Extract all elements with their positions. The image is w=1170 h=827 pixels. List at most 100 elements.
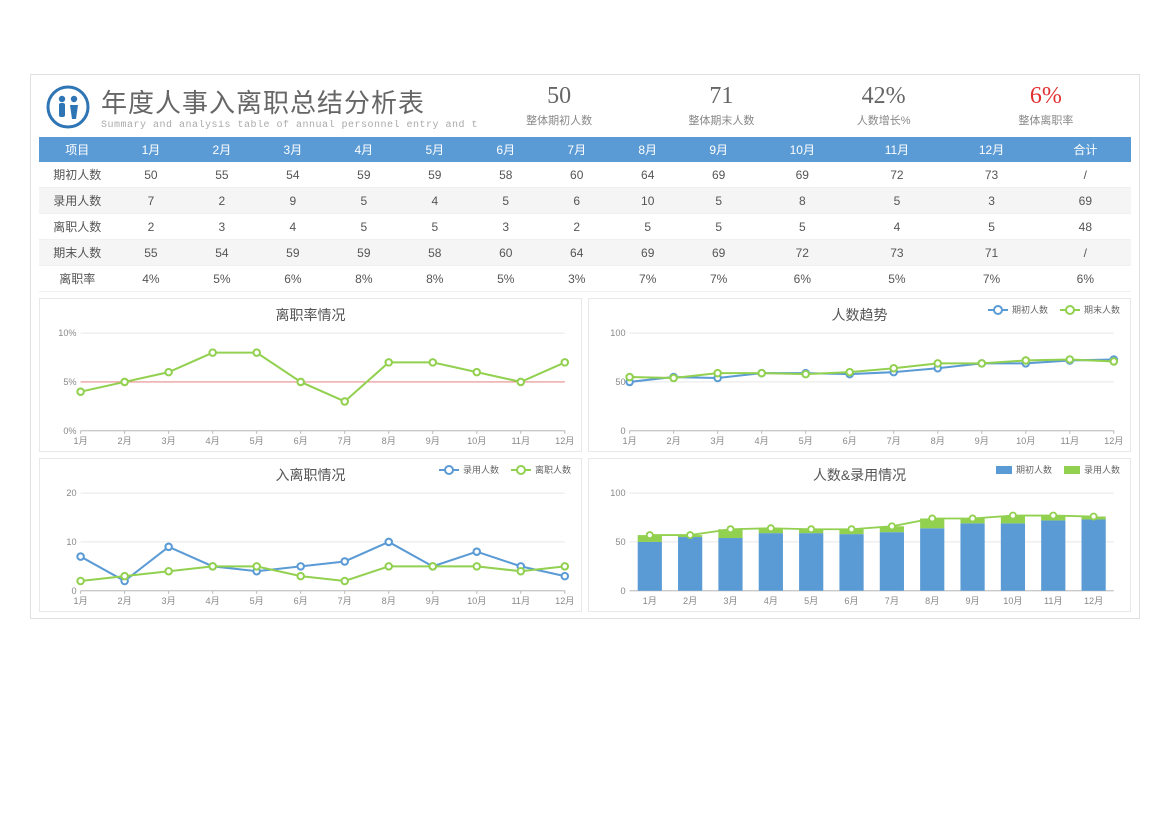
table-cell: 10: [612, 188, 683, 214]
table-cell: 2: [115, 214, 186, 240]
legend-item: 期末人数: [1060, 303, 1120, 316]
legend-label: 期末人数: [1084, 303, 1120, 316]
table-cell: 60: [470, 240, 541, 266]
metric-value: 42%: [803, 83, 965, 110]
svg-text:1月: 1月: [622, 436, 636, 446]
metric-label: 整体期末人数: [640, 112, 802, 128]
svg-text:3月: 3月: [723, 596, 737, 606]
row-label: 离职率: [39, 266, 115, 292]
svg-text:9月: 9月: [426, 436, 440, 446]
table-header-cell: 8月: [612, 137, 683, 162]
table-cell: 58: [399, 240, 470, 266]
svg-text:3月: 3月: [711, 436, 725, 446]
svg-text:6月: 6月: [843, 436, 857, 446]
table-header-cell: 2月: [186, 137, 257, 162]
table-header-cell: 3月: [257, 137, 328, 162]
metric-value: 71: [640, 83, 802, 110]
legend-label: 录用人数: [1084, 463, 1120, 476]
logo-icon: [43, 83, 93, 129]
table-cell: 59: [399, 162, 470, 188]
svg-text:7月: 7月: [887, 436, 901, 446]
table-row: 录用人数729545610585369: [39, 188, 1131, 214]
svg-text:1月: 1月: [73, 436, 87, 446]
svg-text:0%: 0%: [63, 426, 76, 436]
legend-swatch: [1060, 309, 1080, 311]
table-cell: 72: [850, 162, 943, 188]
svg-text:50: 50: [615, 537, 625, 547]
table-total-cell: 6%: [1040, 266, 1131, 292]
metric-label: 人数增长%: [803, 112, 965, 128]
data-table: 项目1月2月3月4月5月6月7月8月9月10月11月12月合计期初人数50555…: [39, 137, 1131, 292]
table-cell: 59: [328, 240, 399, 266]
table-cell: 73: [850, 240, 943, 266]
svg-text:0: 0: [71, 586, 76, 596]
table-cell: 5: [612, 214, 683, 240]
chart-headcount-hiring: 期初人数录用人数 人数&录用情况 0501001月2月3月4月5月6月7月8月9…: [588, 458, 1131, 612]
metric-start-count: 50 整体期初人数: [478, 83, 640, 128]
table-cell: 69: [683, 162, 754, 188]
table-total-cell: 69: [1040, 188, 1131, 214]
svg-text:12月: 12月: [555, 436, 574, 446]
svg-text:8月: 8月: [925, 596, 939, 606]
table-cell: 5: [943, 214, 1039, 240]
table-header-cell: 9月: [683, 137, 754, 162]
row-label: 录用人数: [39, 188, 115, 214]
svg-text:1月: 1月: [73, 596, 87, 606]
table-header-cell: 12月: [943, 137, 1039, 162]
table-cell: 55: [186, 162, 257, 188]
row-label: 期初人数: [39, 162, 115, 188]
table-cell: 69: [683, 240, 754, 266]
page-subtitle: Summary and analysis table of annual per…: [101, 120, 478, 131]
table-cell: 2: [541, 214, 612, 240]
svg-text:1月: 1月: [643, 596, 657, 606]
table-header-cell: 4月: [328, 137, 399, 162]
table-cell: 5: [683, 214, 754, 240]
table-cell: 6: [541, 188, 612, 214]
table-cell: 9: [257, 188, 328, 214]
metric-end-count: 71 整体期末人数: [640, 83, 802, 128]
svg-text:10%: 10%: [58, 328, 76, 338]
svg-text:6月: 6月: [294, 436, 308, 446]
table-cell: 7: [115, 188, 186, 214]
table-cell: 64: [612, 162, 683, 188]
table-cell: 7%: [612, 266, 683, 292]
table-cell: 5: [328, 214, 399, 240]
chart-title: 离职率情况: [46, 305, 575, 325]
table-cell: 73: [943, 162, 1039, 188]
svg-text:11月: 11月: [511, 596, 530, 606]
table-total-cell: /: [1040, 240, 1131, 266]
svg-text:4月: 4月: [206, 596, 220, 606]
table-cell: 71: [943, 240, 1039, 266]
page-title: 年度人事入离职总结分析表: [101, 83, 478, 120]
svg-text:3月: 3月: [162, 436, 176, 446]
svg-text:12月: 12月: [555, 596, 574, 606]
chart-legend: 录用人数离职人数: [439, 463, 571, 476]
svg-text:4月: 4月: [764, 596, 778, 606]
table-cell: 50: [115, 162, 186, 188]
table-total-cell: /: [1040, 162, 1131, 188]
table-cell: 7%: [943, 266, 1039, 292]
svg-text:0: 0: [620, 586, 625, 596]
table-cell: 5: [470, 188, 541, 214]
metric-value: 6%: [965, 83, 1127, 110]
chart-canvas: 0501001月2月3月4月5月6月7月8月9月10月11月12月: [595, 487, 1124, 609]
legend-swatch: [996, 466, 1012, 474]
table-cell: 4: [399, 188, 470, 214]
table-cell: 8%: [328, 266, 399, 292]
legend-item: 期初人数: [988, 303, 1048, 316]
table-cell: 3: [470, 214, 541, 240]
table-cell: 5: [754, 214, 850, 240]
chart-headcount-trend: 期初人数期末人数 人数趋势 0501001月2月3月4月5月6月7月8月9月10…: [588, 298, 1131, 452]
legend-label: 离职人数: [535, 463, 571, 476]
svg-text:6月: 6月: [294, 596, 308, 606]
legend-swatch: [439, 469, 459, 471]
table-cell: 6%: [754, 266, 850, 292]
table-cell: 5: [328, 188, 399, 214]
legend-swatch: [988, 309, 1008, 311]
svg-text:2月: 2月: [118, 596, 132, 606]
chart-canvas: 010201月2月3月4月5月6月7月8月9月10月11月12月: [46, 487, 575, 609]
svg-text:0: 0: [620, 426, 625, 436]
svg-text:10月: 10月: [1003, 596, 1022, 606]
svg-text:5月: 5月: [804, 596, 818, 606]
chart-legend: 期初人数录用人数: [996, 463, 1120, 476]
